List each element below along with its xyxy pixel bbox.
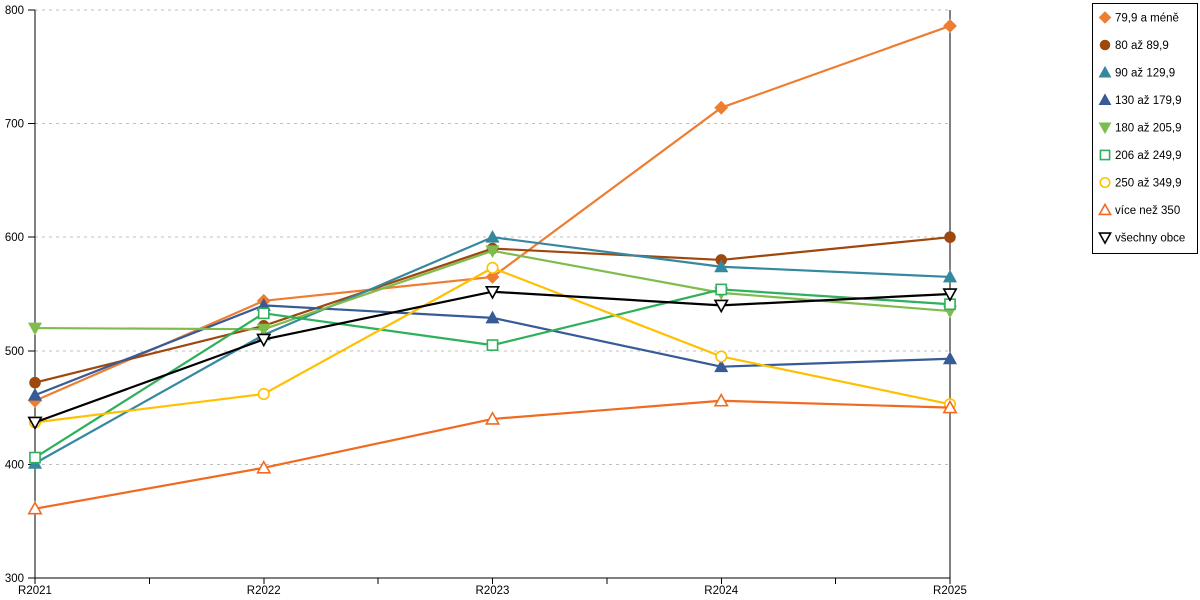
legend-label: 250 až 349,9	[1115, 178, 1182, 190]
triangle-up-icon	[1098, 202, 1112, 216]
data-point-marker	[485, 310, 500, 324]
legend-label: 90 až 129,9	[1115, 68, 1175, 80]
x-axis-tick-label: R2021	[18, 585, 52, 597]
square-icon	[1099, 149, 1111, 161]
data-point-marker	[485, 270, 500, 284]
circle-icon	[1099, 176, 1111, 189]
data-point-marker	[256, 459, 272, 474]
legend-label: 130 až 179,9	[1115, 95, 1182, 107]
data-point-marker	[27, 387, 43, 401]
x-axis-tick-label: R2024	[704, 585, 738, 597]
data-point-marker	[485, 245, 500, 259]
legend-item: více než 350	[1098, 202, 1180, 217]
triangle-down-icon	[1098, 232, 1112, 245]
axes	[28, 9, 951, 584]
y-axis-tick-label: 500	[5, 346, 24, 358]
data-point-marker	[714, 259, 729, 273]
data-point-marker	[713, 299, 729, 314]
data-point-marker	[942, 288, 958, 302]
legend-label: 180 až 205,9	[1115, 123, 1182, 135]
data-point-marker	[257, 387, 270, 401]
diamond-icon	[1098, 11, 1112, 24]
data-point-marker	[256, 333, 272, 348]
series-9	[27, 285, 958, 431]
series-line	[33, 236, 952, 384]
data-point-marker	[484, 285, 501, 300]
data-point-marker	[486, 339, 499, 352]
triangle-up-icon	[1098, 65, 1112, 78]
x-axis-tick-label: R2022	[247, 585, 281, 597]
data-point-marker	[714, 100, 729, 115]
legend-item: 79,9 a méně	[1098, 11, 1179, 25]
data-point-marker	[942, 351, 958, 365]
y-axis-tick-label: 400	[5, 459, 24, 471]
legend-item: 90 až 129,9	[1098, 65, 1175, 80]
data-point-marker	[27, 322, 43, 336]
data-point-marker	[486, 261, 499, 274]
series-8	[27, 392, 958, 515]
legend-label: všechny obce	[1115, 233, 1185, 245]
legend-item: 130 až 179,9	[1098, 93, 1182, 107]
x-axis-tick-label: R2025	[933, 585, 967, 597]
data-point-marker	[942, 399, 958, 414]
legend-label: více než 350	[1115, 205, 1180, 217]
data-point-marker	[256, 323, 271, 337]
data-point-marker	[27, 416, 43, 431]
legend-label: 79,9 a méně	[1115, 13, 1179, 25]
data-point-marker	[484, 411, 501, 425]
data-point-marker	[29, 376, 41, 389]
legend-item: všechny obce	[1098, 232, 1185, 245]
legend-item: 80 až 89,9	[1099, 39, 1169, 52]
data-point-marker	[942, 269, 958, 283]
y-axis-labels: 300 400 500 600 700 800	[5, 5, 24, 585]
y-axis-tick-label: 600	[5, 232, 24, 244]
triangle-down-icon	[1098, 122, 1112, 135]
y-axis-tick-label: 300	[5, 573, 24, 585]
series-6	[29, 283, 956, 464]
legend-item: 250 až 349,9	[1099, 176, 1182, 190]
data-point-marker	[27, 500, 43, 515]
data-point-marker	[257, 307, 270, 320]
data-point-marker	[714, 359, 729, 373]
data-point-marker	[944, 231, 956, 243]
legend: 79,9 a méně 80 až 89,9 90 až 129,9 130 až 1…	[1092, 3, 1198, 254]
legend-item: 206 až 249,9	[1099, 149, 1182, 162]
triangle-up-icon	[1098, 93, 1112, 105]
legend-label: 80 až 89,9	[1115, 40, 1169, 52]
data-point-marker	[715, 283, 728, 296]
data-point-marker	[29, 451, 41, 464]
legend-label: 206 až 249,9	[1115, 150, 1182, 162]
x-axis-tick-label: R2023	[476, 585, 510, 597]
circle-icon	[1099, 39, 1111, 51]
data-point-marker	[713, 392, 729, 407]
legend-item: 180 až 205,9	[1098, 122, 1182, 135]
data-point-marker	[943, 18, 957, 33]
data-point-marker	[715, 350, 728, 363]
y-axis-tick-label: 800	[5, 5, 24, 17]
data-point-marker	[485, 229, 500, 243]
y-axis-tick-label: 700	[5, 119, 24, 131]
x-axis-labels: R2021 R2022 R2023 R2024 R2025	[18, 585, 967, 597]
